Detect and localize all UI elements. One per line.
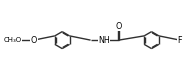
Text: F: F	[178, 36, 182, 45]
Text: O: O	[116, 22, 122, 31]
Text: CH₃O: CH₃O	[3, 37, 21, 43]
Text: NH: NH	[98, 36, 110, 45]
Text: O: O	[31, 36, 37, 45]
